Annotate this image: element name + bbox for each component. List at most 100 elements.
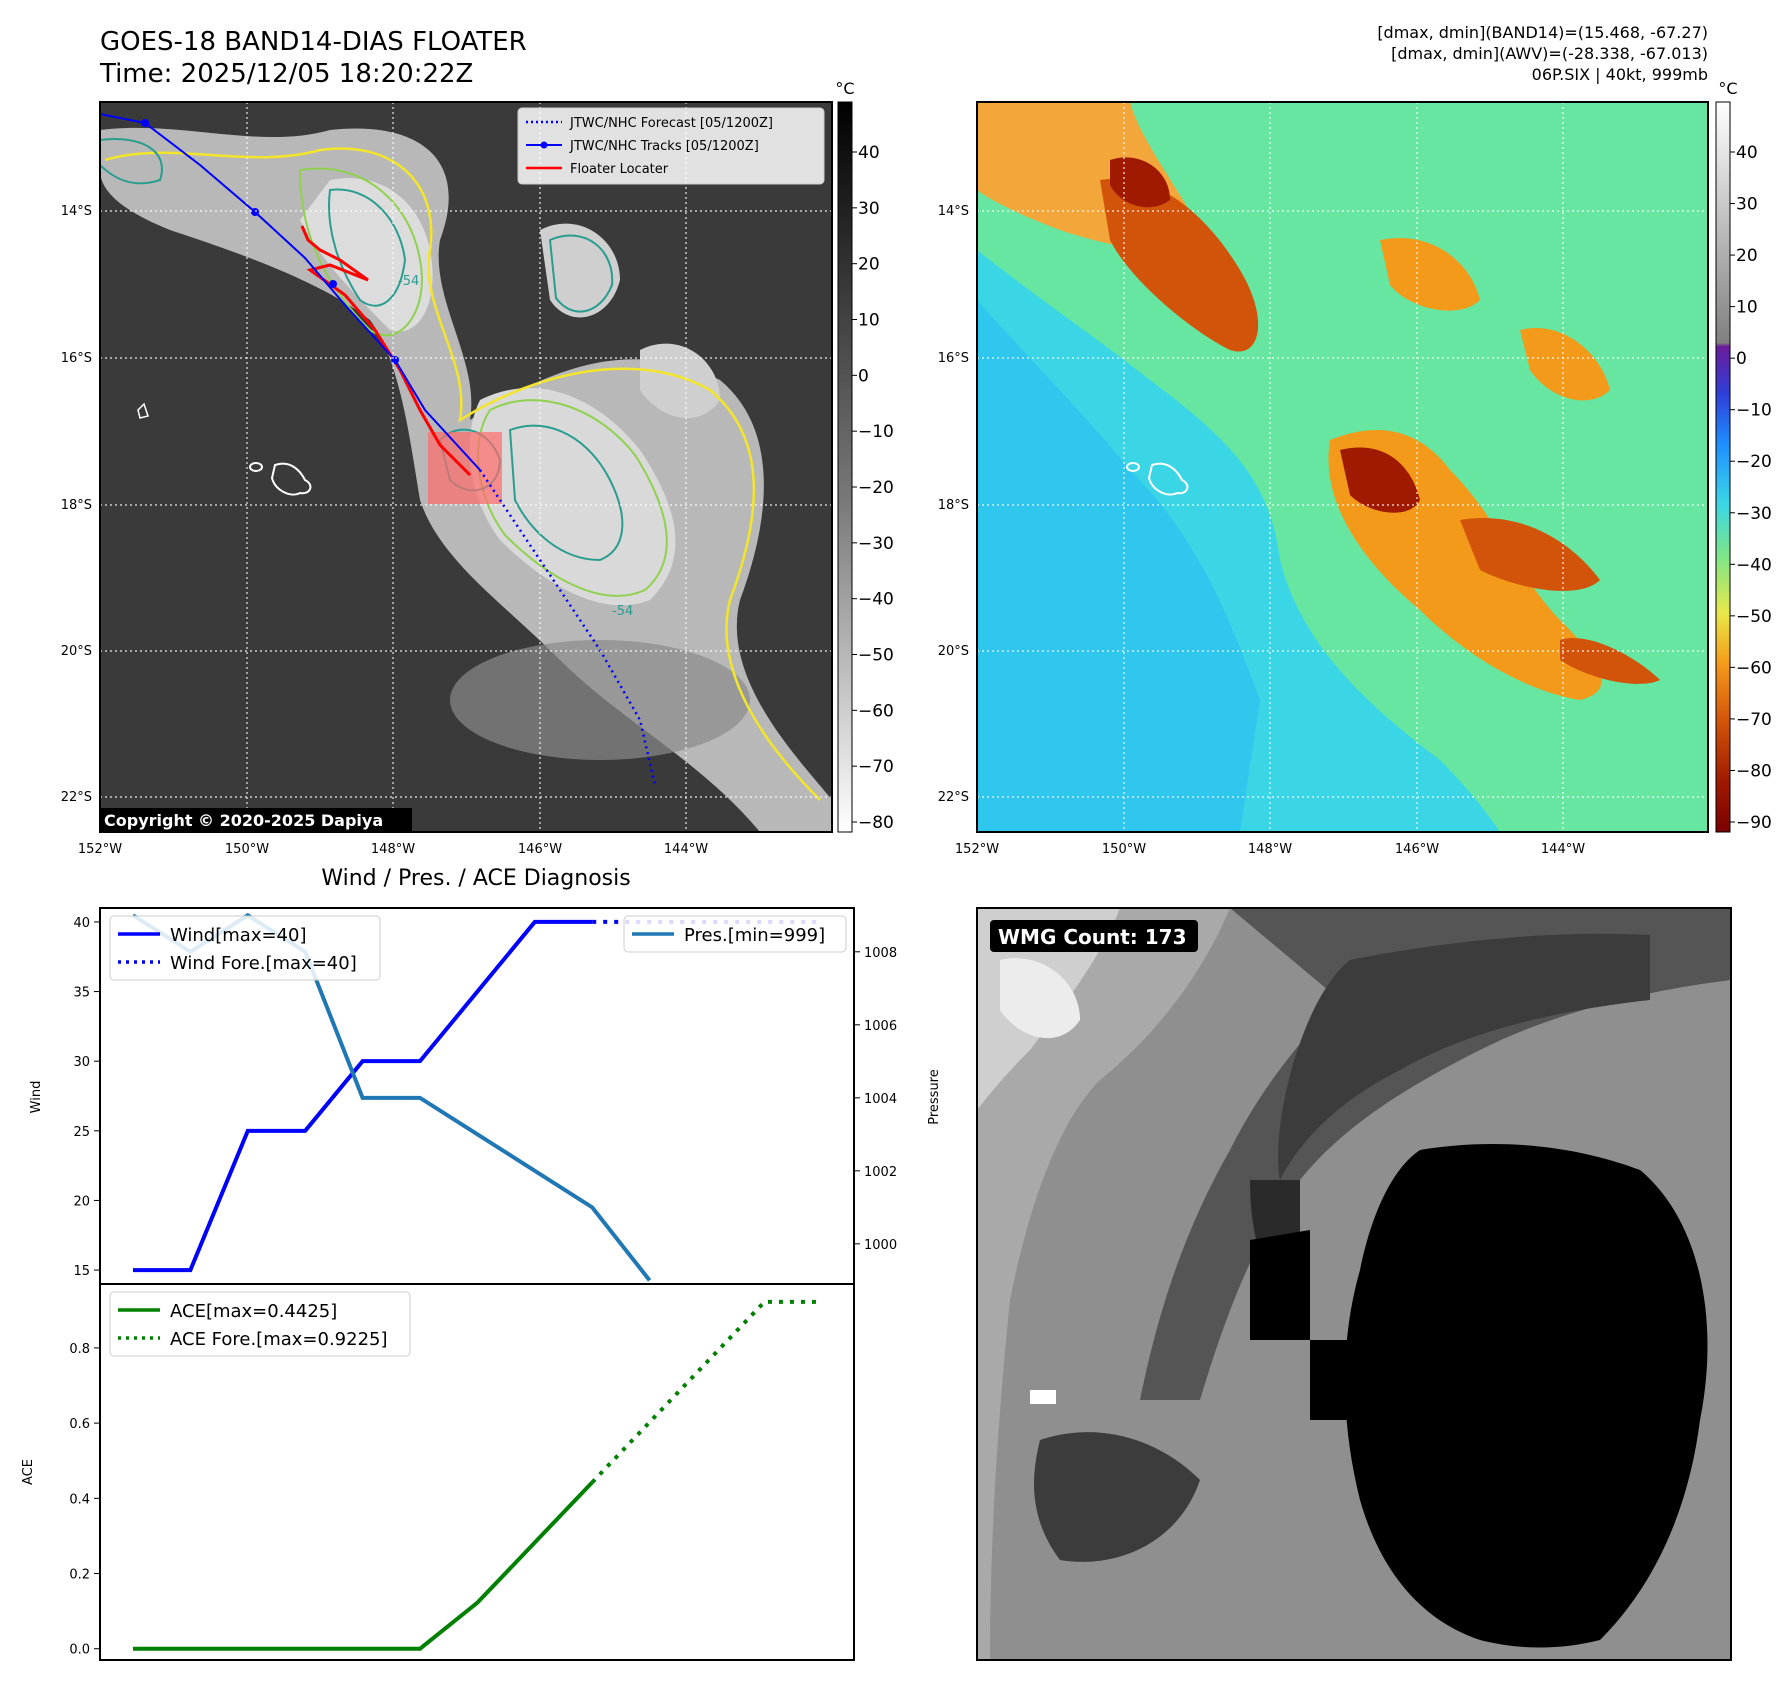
wind-legend: Wind[max=40] Wind Fore.[max=40] bbox=[109, 915, 381, 981]
colorbar-tick: −40 bbox=[1736, 555, 1772, 575]
colorbar-tick: −20 bbox=[858, 478, 894, 498]
colorbar-tick: −80 bbox=[1736, 761, 1772, 781]
colorbar-gray: °C 40 30 20 10 0 −10 −20 −30 −40 −50 −60 −70 −80 bbox=[835, 79, 893, 833]
wind-tick: 25 bbox=[73, 1125, 90, 1140]
floater-locater-line bbox=[300, 225, 472, 477]
legend-pressure: Pres.[min=999] bbox=[684, 925, 825, 946]
wind-pressure-chart: 40 35 30 25 20 15 1008 1006 1004 1002 1000 Wind P… bbox=[29, 907, 942, 1287]
lat-label: 20°S bbox=[938, 644, 969, 659]
colorbar-tick: 40 bbox=[1736, 143, 1758, 163]
wind-tick: 40 bbox=[73, 916, 90, 931]
colorbar-color: °C 40 30 20 10 0 −10 −20 −30 −40 −50 −60 −70 −80 −90 bbox=[1715, 79, 1772, 833]
wmg-panel: WMG Count: 173 bbox=[976, 907, 1732, 1661]
colorbar-tick: −10 bbox=[858, 422, 894, 442]
lat-label: 22°S bbox=[938, 790, 969, 805]
colorbar-tick: 30 bbox=[1736, 195, 1758, 215]
track-point bbox=[141, 119, 149, 127]
ace-tick: 0.0 bbox=[69, 1643, 90, 1658]
wmg-count: WMG Count: 173 bbox=[998, 925, 1187, 949]
ace-tick: 0.2 bbox=[69, 1568, 90, 1583]
track-line bbox=[100, 113, 481, 471]
lat-label: 14°S bbox=[61, 204, 92, 219]
track-point bbox=[329, 280, 337, 288]
colorbar-unit: °C bbox=[835, 79, 854, 98]
pressure-tick: 1004 bbox=[864, 1092, 897, 1107]
colorbar-tick: −40 bbox=[858, 590, 894, 610]
wind-tick: 15 bbox=[73, 1264, 90, 1279]
colorbar-tick: 40 bbox=[858, 143, 880, 163]
lat-label: 20°S bbox=[61, 644, 92, 659]
lat-label: 16°S bbox=[938, 351, 969, 366]
legend-forecast: JTWC/NHC Forecast [05/1200Z] bbox=[569, 116, 773, 131]
colorbar-tick: −60 bbox=[1736, 658, 1772, 678]
track-point bbox=[251, 208, 259, 216]
pressure-tick: 1006 bbox=[864, 1019, 897, 1034]
track-point bbox=[391, 356, 399, 364]
colorbar-tick: −60 bbox=[858, 701, 894, 721]
ace-tick: 0.8 bbox=[69, 1342, 90, 1357]
legend-wind: Wind[max=40] bbox=[170, 925, 307, 946]
colorbar-tick: −70 bbox=[1736, 710, 1772, 730]
color-map-panel: 14°S 16°S 18°S 20°S 22°S 152°W 150°W 148… bbox=[938, 101, 1709, 857]
colorbar-tick: −80 bbox=[858, 813, 894, 833]
lon-label: 148°W bbox=[371, 842, 415, 857]
colorbar-tick: −20 bbox=[1736, 452, 1772, 472]
colorbar-tick: 0 bbox=[858, 366, 869, 386]
colorbar-tick: 30 bbox=[858, 199, 880, 219]
lon-label: 148°W bbox=[1248, 842, 1292, 857]
lat-label: 16°S bbox=[61, 351, 92, 366]
colorbar-tick: 10 bbox=[1736, 298, 1758, 318]
lon-label: 152°W bbox=[955, 842, 999, 857]
colorbar-tick: −50 bbox=[1736, 607, 1772, 627]
ace-legend: ACE[max=0.4425] ACE Fore.[max=0.9225] bbox=[109, 1291, 411, 1357]
lat-label: 22°S bbox=[61, 790, 92, 805]
wind-series-line bbox=[133, 919, 593, 1273]
lon-label: 152°W bbox=[78, 842, 122, 857]
ace-tick: 0.6 bbox=[69, 1417, 90, 1432]
ace-axis-label: ACE bbox=[21, 1459, 36, 1485]
colorbar-tick: −30 bbox=[858, 534, 894, 554]
pressure-tick: 1008 bbox=[864, 946, 897, 961]
copyright: Copyright © 2020-2025 Dapiya bbox=[104, 811, 383, 830]
page-subtitle-time: Time: 2025/12/05 18:20:22Z bbox=[99, 59, 473, 89]
wind-tick: 30 bbox=[73, 1055, 90, 1070]
contour-label: -54 bbox=[612, 604, 633, 619]
lat-label: 18°S bbox=[61, 498, 92, 513]
lat-label: 18°S bbox=[938, 498, 969, 513]
forecast-line bbox=[478, 469, 657, 786]
lon-label: 146°W bbox=[1395, 842, 1439, 857]
colorbar-tick: −10 bbox=[1736, 401, 1772, 421]
diagnosis-title: Wind / Pres. / ACE Diagnosis bbox=[321, 866, 630, 891]
stats-storm: 06P.SIX | 40kt, 999mb bbox=[1532, 65, 1708, 84]
ace-series-line bbox=[133, 1480, 594, 1651]
stats-awv: [dmax, dmin](AWV)=(-28.338, -67.013) bbox=[1391, 44, 1708, 63]
pressure-tick: 1000 bbox=[864, 1238, 897, 1253]
lon-label: 146°W bbox=[518, 842, 562, 857]
pressure-tick: 1002 bbox=[864, 1165, 897, 1180]
colorbar-tick: −70 bbox=[858, 757, 894, 777]
ace-tick: 0.4 bbox=[69, 1492, 90, 1507]
map-legend: JTWC/NHC Forecast [05/1200Z] JTWC/NHC Tr… bbox=[517, 107, 825, 185]
legend-tracks: JTWC/NHC Tracks [05/1200Z] bbox=[569, 139, 759, 154]
colorbar-tick: 0 bbox=[1736, 349, 1747, 369]
stats-band14: [dmax, dmin](BAND14)=(15.468, -67.27) bbox=[1377, 23, 1708, 42]
colorbar-tick: −30 bbox=[1736, 504, 1772, 524]
colorbar-tick: 20 bbox=[1736, 246, 1758, 266]
lon-label: 150°W bbox=[225, 842, 269, 857]
colorbar-tick: 10 bbox=[858, 311, 880, 331]
pressure-axis-label: Pressure bbox=[927, 1069, 942, 1125]
ace-chart: 0.8 0.6 0.4 0.2 0.0 ACE ACE[max=0.4425] ACE … bbox=[21, 1283, 855, 1661]
pressure-legend: Pres.[min=999] bbox=[623, 915, 847, 953]
lon-label: 144°W bbox=[1541, 842, 1585, 857]
colorbar-unit: °C bbox=[1718, 79, 1737, 98]
lon-label: 150°W bbox=[1102, 842, 1146, 857]
contour-label: -54 bbox=[398, 274, 419, 289]
wind-tick: 35 bbox=[73, 986, 90, 1001]
legend-ace: ACE[max=0.4425] bbox=[170, 1301, 337, 1322]
lat-label: 14°S bbox=[938, 204, 969, 219]
ir-map-panel: -54 -54 bbox=[61, 101, 833, 857]
colorbar-tick: −90 bbox=[1736, 813, 1772, 833]
wind-axis-label: Wind bbox=[29, 1081, 44, 1114]
colorbar-tick: −50 bbox=[858, 646, 894, 666]
